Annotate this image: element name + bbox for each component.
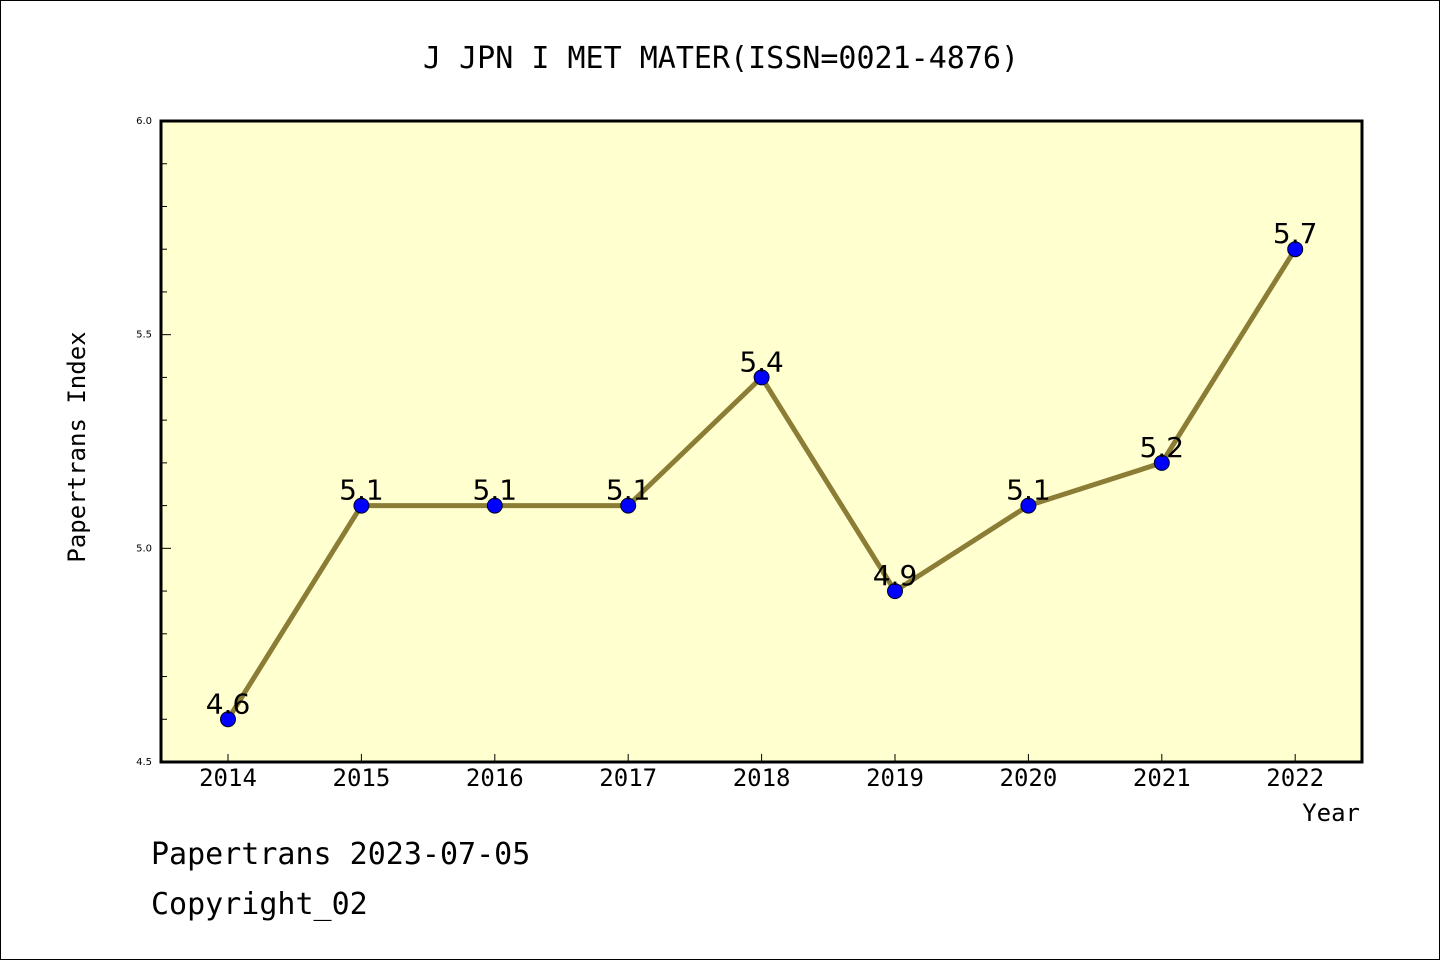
x-tick-label: 2018 [733, 764, 791, 792]
data-label: 5.1 [1006, 474, 1051, 507]
data-point-marker [353, 497, 370, 514]
data-label: 5.4 [739, 345, 784, 378]
y-tick-label: 6.0 [136, 116, 152, 127]
data-point-marker [620, 497, 637, 514]
footer-copyright: Copyright_02 [151, 887, 368, 922]
x-tick-label: 2014 [199, 764, 257, 792]
y-axis-label: Papertrans Index [63, 331, 91, 562]
data-label: 5.1 [473, 474, 518, 507]
data-label-layer: 4.6 5.1 5.1 5.1 5.4 4.9 5.1 5.2 5.7 [206, 217, 1318, 720]
chart-title: J JPN I MET MATER(ISSN=0021-4876) [423, 41, 1019, 76]
plot-border [159, 119, 1364, 764]
y-tick-label: 4.5 [136, 757, 152, 768]
data-point-marker [486, 497, 503, 514]
x-tick-label: 2016 [466, 764, 524, 792]
y-tick-label: 5.0 [136, 543, 152, 554]
data-point-marker [220, 711, 236, 728]
data-point-marker [887, 583, 903, 600]
x-tick-label: 2020 [1000, 764, 1058, 792]
footer-date: Papertrans 2023-07-05 [151, 837, 531, 872]
data-point-marker [753, 369, 770, 386]
data-label: 5.1 [339, 474, 384, 507]
x-axis-label: Year [1302, 799, 1360, 827]
data-point-marker [1153, 454, 1170, 471]
x-tick-label: 2021 [1133, 764, 1191, 792]
data-point-marker [1020, 497, 1037, 514]
data-label: 5.1 [606, 474, 651, 507]
x-tick-label: 2015 [333, 764, 391, 792]
plot-area [161, 121, 1362, 762]
data-point-marker [1287, 241, 1304, 258]
data-label: 4.6 [206, 687, 251, 720]
marker-layer [220, 241, 1304, 728]
y-tick-label: 5.5 [136, 330, 152, 341]
x-tick-label: 2022 [1266, 764, 1324, 792]
data-label: 5.7 [1273, 217, 1318, 250]
data-label: 4.9 [873, 559, 918, 592]
x-axis: 2014 2015 2016 2017 2018 2019 2020 2021 2022 [199, 754, 1324, 792]
x-tick-label: 2019 [866, 764, 924, 792]
x-tick-label: 2017 [599, 764, 657, 792]
data-label: 5.2 [1140, 431, 1185, 464]
